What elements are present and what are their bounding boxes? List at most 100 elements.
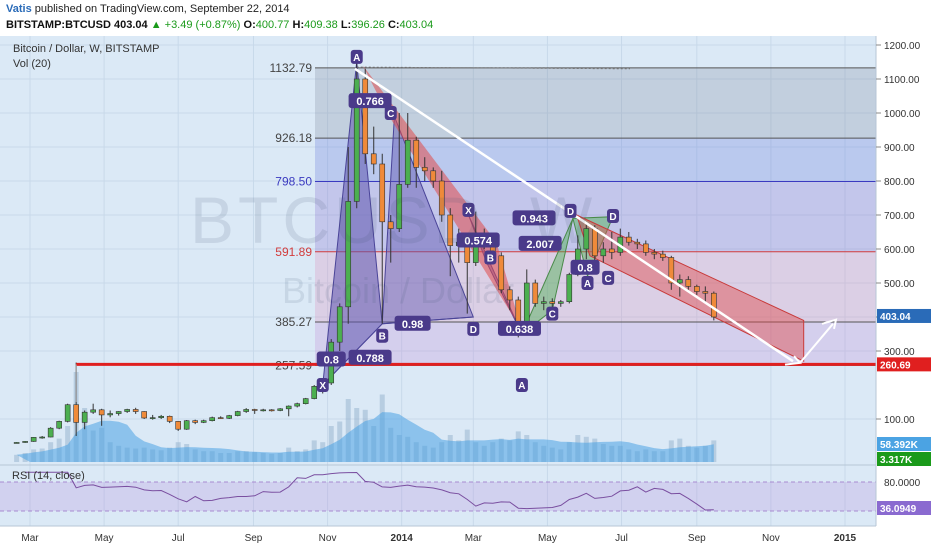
candle-body	[234, 411, 241, 416]
candle-body	[81, 411, 88, 423]
candle-body	[90, 409, 96, 413]
price-badge-label: 403.04	[880, 312, 911, 323]
rsi-pane-bg	[0, 466, 876, 526]
candle-body	[158, 415, 164, 418]
price-tick-label: 500.00	[884, 279, 915, 290]
pattern-point-label: A	[518, 381, 525, 392]
candle-body	[73, 404, 79, 423]
time-tick-label: 2014	[391, 533, 414, 544]
price-badge-label: 260.69	[880, 360, 911, 371]
pattern-point-badge	[467, 321, 480, 336]
candle-body	[387, 221, 394, 229]
time-tick-label: Sep	[245, 533, 263, 544]
candle-body	[336, 306, 343, 343]
price-badge	[877, 357, 931, 372]
watermark-name: Bitcoin / Dollar	[282, 270, 515, 311]
pattern-point-label: A	[584, 279, 591, 290]
volume-bar	[345, 399, 351, 462]
pattern-point-label: X	[465, 206, 472, 217]
pattern-point-label: D	[567, 207, 574, 218]
ratio-badge	[456, 232, 500, 248]
candle-body	[702, 291, 709, 294]
pattern-point-badge	[581, 276, 594, 290]
fib-level-label: 385.27	[275, 315, 312, 329]
symbol-line: BITSTAMP:BTCUSD 403.04 ▲ +3.49 (+0.87%) …	[6, 19, 433, 31]
fib-level-label: 926.18	[275, 131, 312, 145]
pattern-point-label: D	[470, 325, 477, 336]
axes: 1200.00 1100.00 1000.00 900.00 800.00 700.00 6…	[0, 36, 932, 550]
candle-body	[634, 241, 641, 245]
pattern-point-badge	[602, 270, 615, 285]
ratio-badge	[497, 320, 541, 336]
pattern-point-badge	[564, 203, 577, 218]
ratio-badge	[348, 93, 392, 109]
ratio-badge	[512, 210, 556, 226]
rsi-indicator	[0, 464, 876, 512]
pattern-point-label: X	[319, 381, 326, 392]
time-tick-label: 2015	[834, 533, 857, 544]
candle-body	[13, 442, 20, 444]
pattern-point-badge	[316, 378, 329, 392]
candle-body	[294, 403, 301, 407]
author-line: Vatis published on TradingView.com, Sept…	[6, 3, 290, 15]
high-value: 409.38	[304, 19, 338, 31]
candle-body	[277, 408, 284, 411]
candle-body	[711, 292, 717, 318]
close-label: C:	[387, 19, 400, 31]
price-badge	[877, 308, 931, 323]
time-axis-bg	[0, 526, 876, 550]
candle-body	[396, 184, 403, 229]
price-badge-label: 3.317K	[880, 455, 913, 466]
dotted-extension	[356, 66, 631, 70]
low-value: 396.26	[351, 19, 385, 31]
pattern-point-label: C	[549, 310, 556, 321]
price-tick-label: 600.00	[884, 245, 915, 256]
price-badge	[877, 452, 931, 466]
candle-body	[685, 279, 692, 287]
candle-body	[226, 415, 232, 419]
candle-body	[668, 257, 675, 284]
ratio-label: 0.943	[520, 213, 548, 225]
candle-body	[192, 420, 198, 423]
candle-body	[39, 436, 45, 439]
last-price: 403.04	[113, 19, 148, 31]
pattern-point-label: C	[387, 109, 394, 120]
arrowhead-icon	[784, 355, 803, 366]
candle-body	[532, 282, 539, 304]
candle-body	[643, 243, 649, 253]
pattern-point-badge	[484, 250, 497, 265]
volume-bar	[328, 426, 334, 462]
candle-body	[22, 441, 28, 443]
candle-body	[549, 301, 556, 304]
candle-body	[438, 180, 445, 216]
volume-bars	[14, 372, 717, 462]
pattern-labels: A B C D X X B A C D A C D 0.766 0.8 0.788 0.98 0.943 0.574…	[316, 49, 620, 392]
ratio-label: 0.638	[506, 324, 534, 336]
price-badge	[877, 501, 931, 515]
published-text: published on TradingView.com, September …	[34, 3, 290, 15]
candle-body	[515, 299, 522, 325]
candle-body	[285, 405, 292, 410]
price-badge-label: 58.392K	[880, 440, 919, 451]
candle-body	[141, 411, 147, 419]
arrowhead-icon	[821, 318, 838, 330]
candle-body	[115, 411, 122, 414]
pattern-point-label: B	[487, 254, 494, 265]
author-name[interactable]: Vatis	[6, 3, 32, 15]
candle-body	[404, 139, 411, 185]
candle-body	[430, 170, 437, 182]
candle-body	[132, 409, 139, 412]
pattern-point-badge	[462, 202, 475, 217]
watermark-symbol: BTCUSD, W	[190, 183, 597, 257]
candle-body	[98, 409, 105, 416]
price-tick-label: 1000.00	[884, 109, 921, 120]
candle-body	[268, 409, 275, 412]
fib-level-label: 798.50	[275, 175, 312, 189]
candle-body	[523, 282, 530, 325]
candle-body	[362, 78, 369, 155]
pattern-point-badge	[515, 378, 528, 392]
volume-average-area	[16, 412, 714, 462]
time-tick-label: Nov	[762, 533, 780, 544]
symbol-name[interactable]: BITSTAMP:BTCUSD	[6, 19, 111, 31]
